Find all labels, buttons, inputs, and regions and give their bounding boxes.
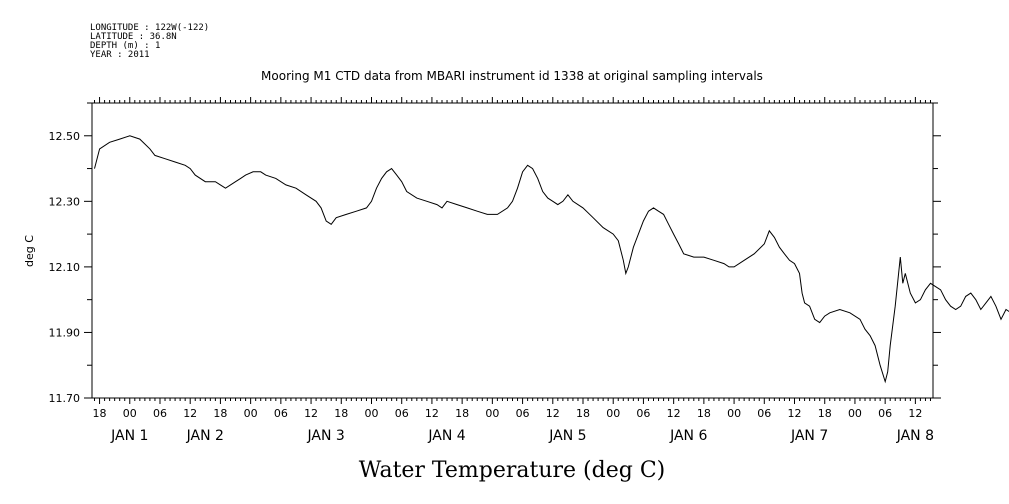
- x-tick-label: 00: [485, 407, 499, 420]
- x-tick-label: 06: [395, 407, 409, 420]
- x-tick-label: 12: [183, 407, 197, 420]
- chart-title: Mooring M1 CTD data from MBARI instrumen…: [261, 69, 763, 83]
- x-tick-label: 18: [697, 407, 711, 420]
- x-day-label: JAN 6: [669, 428, 707, 444]
- x-tick-label: 06: [636, 407, 650, 420]
- x-day-label: JAN 7: [790, 428, 828, 444]
- x-tick-label: 18: [455, 407, 469, 420]
- y-tick-label: 11.90: [49, 326, 81, 339]
- x-tick-label: 12: [908, 407, 922, 420]
- x-tick-label: 18: [818, 407, 832, 420]
- x-tick-label: 00: [364, 407, 378, 420]
- x-tick-label: 06: [878, 407, 892, 420]
- x-day-label: JAN 5: [548, 428, 586, 444]
- x-tick-label: 00: [727, 407, 741, 420]
- series-line-0: [94, 135, 1009, 384]
- x-tick-label: 18: [93, 407, 107, 420]
- y-tick-label: 12.30: [49, 195, 81, 208]
- x-day-label: JAN 4: [427, 428, 465, 444]
- x-tick-label: 00: [123, 407, 137, 420]
- x-tick-label: 06: [757, 407, 771, 420]
- x-tick-label: 00: [606, 407, 620, 420]
- x-day-label: JAN 3: [307, 428, 345, 444]
- metadata-line: LATITUDE : 36.8N: [90, 32, 177, 42]
- metadata-line: DEPTH (m) : 1: [90, 41, 160, 51]
- x-tick-label: 12: [667, 407, 681, 420]
- x-tick-label: 18: [334, 407, 348, 420]
- plot-border: [91, 102, 934, 399]
- plot-frame: [91, 102, 934, 399]
- y-axis: 11.70 11.90 12.10 12.30 12.50: [49, 102, 941, 405]
- x-day-label: JAN 1: [110, 428, 148, 444]
- y-axis-label: deg C: [23, 235, 36, 267]
- x-axis-title: Water Temperature (deg C): [359, 458, 666, 483]
- x-tick-label: 18: [576, 407, 590, 420]
- y-tick-label: 12.50: [49, 130, 81, 143]
- x-tick-label: 06: [274, 407, 288, 420]
- x-tick-label: 00: [244, 407, 258, 420]
- metadata-line: LONGITUDE : 122W(-122): [90, 23, 209, 33]
- y-tick-label: 12.10: [49, 261, 81, 274]
- x-tick-label: 12: [425, 407, 439, 420]
- x-day-label: JAN 8: [896, 428, 934, 444]
- series-layer: [94, 135, 1009, 384]
- x-tick-label: 12: [304, 407, 318, 420]
- x-tick-label: 06: [516, 407, 530, 420]
- x-tick-label: 12: [788, 407, 802, 420]
- x-day-label: JAN 2: [186, 428, 224, 444]
- x-axis: 18 00 06 12 18 00 06 12 18 00 06 12 18 00 06 12 18 00 06 12…: [93, 97, 934, 444]
- y-tick-label: 11.70: [49, 392, 81, 405]
- x-tick-label: 06: [153, 407, 167, 420]
- x-tick-label: 18: [213, 407, 227, 420]
- metadata-line: YEAR : 2011: [90, 50, 150, 60]
- x-tick-label: 12: [546, 407, 560, 420]
- metadata-block: LONGITUDE : 122W(-122)LATITUDE : 36.8NDE…: [90, 23, 209, 60]
- x-tick-label: 00: [848, 407, 862, 420]
